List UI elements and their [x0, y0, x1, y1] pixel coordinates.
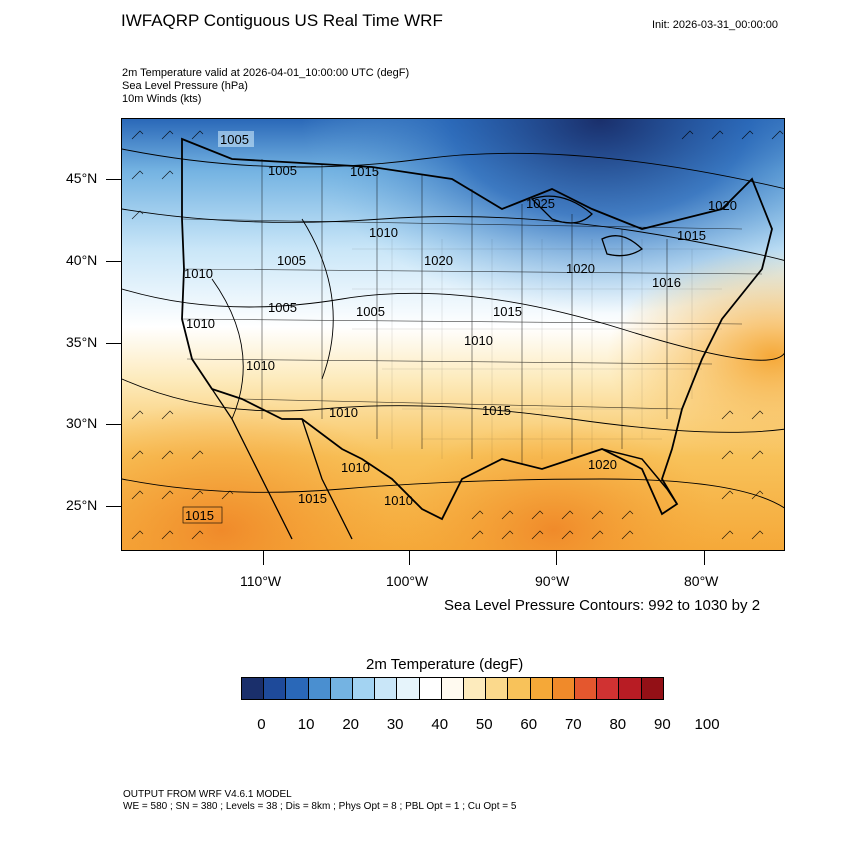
- colorbar-cell: [464, 678, 487, 699]
- state-borders: [181, 159, 763, 464]
- colorbar-cell: [619, 678, 642, 699]
- colorbar-cell: [308, 678, 331, 699]
- slp-label: 1010: [329, 405, 358, 420]
- lat-label-25n: 25°N: [66, 497, 98, 513]
- colorbar-cell: [242, 678, 265, 699]
- slp-label: 1020: [424, 253, 453, 268]
- lat-label-40n: 40°N: [66, 252, 98, 268]
- slp-label: 1020: [566, 261, 595, 276]
- slp-label: 1005: [356, 304, 385, 319]
- florida: [601, 448, 678, 505]
- contour-caption: Sea Level Pressure Contours: 992 to 1030…: [444, 597, 761, 614]
- wind-barbs: [131, 130, 784, 540]
- colorbar-tick-label: 60: [520, 716, 538, 733]
- colorbar-tick-label: 20: [342, 716, 359, 733]
- lon-tick: [263, 551, 264, 565]
- colorbar-cell: [597, 678, 620, 699]
- colorbar-cell: [641, 678, 663, 699]
- slp-label: 1005: [268, 163, 297, 178]
- slp-label: 1005: [220, 132, 249, 147]
- colorbar-cell: [552, 678, 576, 699]
- winds-variable-label: 10m Winds (kts): [122, 93, 202, 105]
- lon-tick: [704, 551, 705, 565]
- slp-label: 1010: [384, 493, 413, 508]
- colorbar-cell: [397, 678, 420, 699]
- lon-label-90w: 90°W: [535, 573, 570, 589]
- slp-label: 1010: [464, 333, 493, 348]
- slp-label: 1010: [246, 358, 275, 373]
- lon-label-100w: 100°W: [386, 573, 429, 589]
- lon-tick: [556, 551, 557, 565]
- slp-label: 1020: [708, 198, 737, 213]
- colorbar-tick-label: 80: [609, 716, 627, 733]
- slp-label: 1010: [186, 316, 215, 331]
- slp-label: 1010: [341, 460, 370, 475]
- colorbar-tick-label: 10: [297, 716, 315, 733]
- lat-label-30n: 30°N: [66, 415, 98, 431]
- colorbar-tick-label: 100: [694, 716, 720, 733]
- slp-label: 1015: [482, 403, 511, 418]
- colorbar-cell: [419, 678, 442, 699]
- lon-label-80w: 80°W: [684, 573, 719, 589]
- lat-tick: [106, 424, 121, 425]
- colorbar-cell: [575, 678, 598, 699]
- init-time: Init: 2026-03-31_00:00:00: [652, 19, 778, 31]
- lat-tick: [106, 261, 121, 262]
- slp-label: 1005: [277, 253, 306, 268]
- colorbar-cell: [508, 678, 531, 699]
- temperature-variable-label: 2m Temperature valid at 2026-04-01_10:00…: [122, 67, 410, 79]
- colorbar-cell: [441, 678, 465, 699]
- colorbar-cell: [530, 678, 553, 699]
- footer-config: WE = 580 ; SN = 380 ; Levels = 38 ; Dis …: [123, 801, 517, 812]
- slp-label: 1015: [350, 164, 379, 179]
- colorbar-cell: [264, 678, 287, 699]
- slp-label: 1020: [588, 457, 617, 472]
- lat-label-35n: 35°N: [66, 334, 98, 350]
- colorbar-cell: [375, 678, 398, 699]
- colorbar-tick-label: 0: [257, 716, 266, 733]
- colorbar-cell: [286, 678, 309, 699]
- colorbar-cell: [353, 678, 376, 699]
- colorbar-tick-label: 70: [564, 716, 582, 733]
- lat-label-45n: 45°N: [66, 170, 98, 186]
- slp-labels: 1005 1005 1015 1025 1020 1010 1015 1010 …: [182, 131, 737, 524]
- county-borders: [352, 239, 722, 464]
- colorbar-tick-label: 30: [386, 716, 404, 733]
- lat-tick: [106, 179, 121, 180]
- colorbar-cell: [330, 678, 354, 699]
- colorbar-tick-label: 40: [431, 716, 449, 733]
- colorbar-cell: [486, 678, 509, 699]
- slp-label: 1015: [298, 491, 327, 506]
- lat-tick: [106, 343, 121, 344]
- footer-model: OUTPUT FROM WRF V4.6.1 MODEL: [123, 789, 292, 800]
- slp-label: 1010: [184, 266, 213, 281]
- colorbar-tick-label: 90: [654, 716, 671, 733]
- slp-label: 1025: [526, 196, 555, 211]
- colorbar-title: 2m Temperature (degF): [366, 656, 524, 673]
- mexico-coast: [211, 388, 353, 540]
- pressure-variable-label: Sea Level Pressure (hPa): [122, 80, 248, 92]
- slp-label: 1016: [652, 275, 681, 290]
- slp-label: 1010: [369, 225, 398, 240]
- map-panel: 1005 1005 1015 1025 1020 1010 1015 1010 …: [121, 118, 785, 551]
- colorbar-tick-label: 50: [475, 716, 493, 733]
- lon-label-110w: 110°W: [240, 573, 282, 589]
- slp-contours: [122, 148, 784, 509]
- slp-label: 1005: [268, 300, 297, 315]
- temperature-colorbar: [241, 677, 664, 700]
- slp-label: 1015: [185, 508, 214, 523]
- slp-label: 1015: [493, 304, 522, 319]
- slp-label: 1015: [677, 228, 706, 243]
- lon-tick: [409, 551, 410, 565]
- lat-tick: [106, 506, 121, 507]
- plot-title: IWFAQRP Contiguous US Real Time WRF: [121, 11, 443, 30]
- temperature-map: 1005 1005 1015 1025 1020 1010 1015 1010 …: [122, 119, 784, 550]
